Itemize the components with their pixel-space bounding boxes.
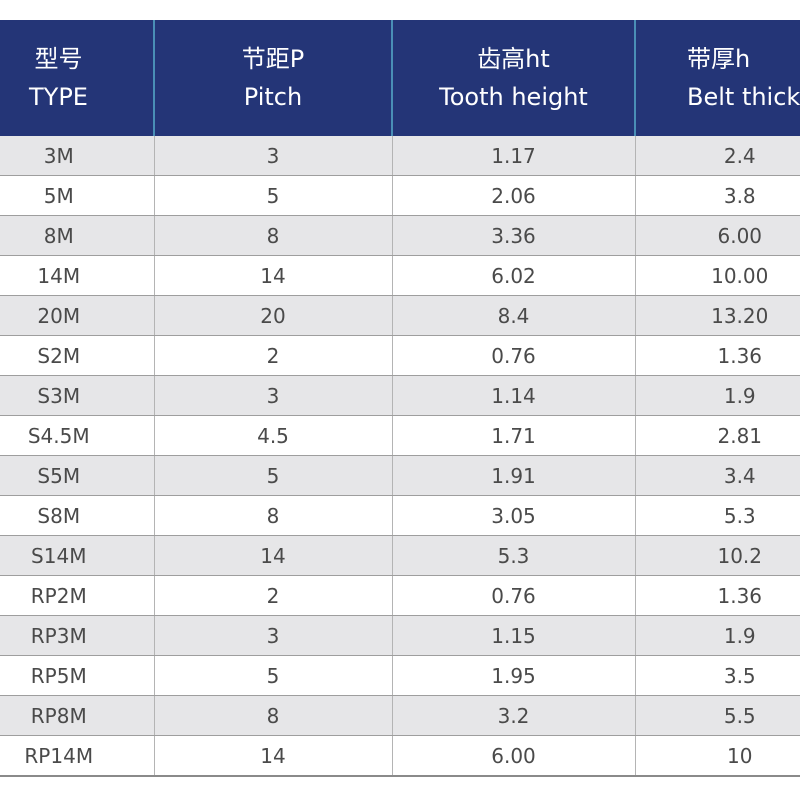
- cell-pitch: 8: [154, 695, 393, 736]
- cell-pitch: 14: [154, 255, 393, 296]
- header-belt-thickness: 带厚h Belt thick: [635, 20, 800, 136]
- cell-pitch: 5: [154, 175, 393, 216]
- cell-pitch: 5: [154, 455, 393, 496]
- cell-pitch: 14: [154, 735, 393, 777]
- table-row: 3M 3 1.17 2.4: [0, 136, 800, 176]
- cell-belt-thickness: 3.8: [635, 175, 800, 216]
- cell-tooth-height: 1.14: [392, 375, 636, 416]
- cell-pitch: 20: [154, 295, 393, 336]
- table-row: 20M 20 8.4 13.20: [0, 295, 800, 336]
- cell-belt-thickness: 10: [635, 735, 800, 777]
- cell-tooth-height: 5.3: [392, 535, 636, 576]
- cell-belt-thickness: 1.9: [635, 375, 800, 416]
- cell-type: 3M: [0, 136, 155, 176]
- table-row: 8M 8 3.36 6.00: [0, 215, 800, 256]
- cell-belt-thickness: 2.81: [635, 415, 800, 456]
- cell-belt-thickness: 13.20: [635, 295, 800, 336]
- header-pitch-zh: 节距P: [241, 45, 305, 73]
- table-row: RP3M 3 1.15 1.9: [0, 615, 800, 656]
- cell-type: S4.5M: [0, 415, 155, 456]
- cell-type: S14M: [0, 535, 155, 576]
- cell-tooth-height: 3.05: [392, 495, 636, 536]
- header-type-zh: 型号: [34, 45, 83, 73]
- header-type-en: TYPE: [29, 83, 88, 111]
- cell-type: RP8M: [0, 695, 155, 736]
- cell-belt-thickness: 10.2: [635, 535, 800, 576]
- cell-tooth-height: 1.95: [392, 655, 636, 696]
- header-type: 型号 TYPE: [0, 20, 155, 136]
- cell-belt-thickness: 2.4: [635, 136, 800, 176]
- cell-tooth-height: 3.2: [392, 695, 636, 736]
- table-row: S2M 2 0.76 1.36: [0, 335, 800, 376]
- header-pitch: 节距P Pitch: [154, 20, 393, 136]
- header-row: 型号 TYPE 节距P Pitch 齿高ht Tooth height: [0, 20, 800, 136]
- table-row: S4.5M 4.5 1.71 2.81: [0, 415, 800, 456]
- cell-tooth-height: 1.91: [392, 455, 636, 496]
- cell-pitch: 14: [154, 535, 393, 576]
- cell-pitch: 3: [154, 375, 393, 416]
- cell-belt-thickness: 6.00: [635, 215, 800, 256]
- cell-type: 8M: [0, 215, 155, 256]
- cell-pitch: 2: [154, 335, 393, 376]
- cell-belt-thickness: 3.5: [635, 655, 800, 696]
- cell-tooth-height: 0.76: [392, 575, 636, 616]
- table-header: 型号 TYPE 节距P Pitch 齿高ht Tooth height: [0, 20, 800, 136]
- cell-type: S5M: [0, 455, 155, 496]
- cell-type: RP3M: [0, 615, 155, 656]
- cell-pitch: 4.5: [154, 415, 393, 456]
- table-row: 14M 14 6.02 10.00: [0, 255, 800, 296]
- table-row: RP5M 5 1.95 3.5: [0, 655, 800, 696]
- table-row: RP14M 14 6.00 10: [0, 735, 800, 777]
- table-row: RP8M 8 3.2 5.5: [0, 695, 800, 736]
- header-tooth-height-en: Tooth height: [439, 83, 588, 111]
- cell-pitch: 3: [154, 615, 393, 656]
- cell-pitch: 5: [154, 655, 393, 696]
- cell-type: S2M: [0, 335, 155, 376]
- cell-type: S3M: [0, 375, 155, 416]
- cell-tooth-height: 8.4: [392, 295, 636, 336]
- cell-belt-thickness: 5.3: [635, 495, 800, 536]
- cell-type: 20M: [0, 295, 155, 336]
- cell-tooth-height: 1.17: [392, 136, 636, 176]
- table-row: 5M 5 2.06 3.8: [0, 175, 800, 216]
- cell-belt-thickness: 3.4: [635, 455, 800, 496]
- header-belt-thickness-en: Belt thick: [687, 83, 800, 111]
- timing-belt-spec-table: 型号 TYPE 节距P Pitch 齿高ht Tooth height: [0, 20, 800, 777]
- cell-belt-thickness: 10.00: [635, 255, 800, 296]
- cell-pitch: 3: [154, 136, 393, 176]
- cell-belt-thickness: 1.36: [635, 575, 800, 616]
- cell-belt-thickness: 1.36: [635, 335, 800, 376]
- header-pitch-en: Pitch: [243, 83, 303, 111]
- cell-pitch: 8: [154, 215, 393, 256]
- table-row: S3M 3 1.14 1.9: [0, 375, 800, 416]
- table-row: S8M 8 3.05 5.3: [0, 495, 800, 536]
- cell-tooth-height: 3.36: [392, 215, 636, 256]
- header-belt-thickness-zh: 带厚h: [687, 45, 751, 73]
- cell-tooth-height: 2.06: [392, 175, 636, 216]
- cell-belt-thickness: 5.5: [635, 695, 800, 736]
- cell-tooth-height: 0.76: [392, 335, 636, 376]
- cell-type: 14M: [0, 255, 155, 296]
- table-body: 3M 3 1.17 2.4 5M 5 2.06 3.8 8M 8 3.36 6.00 14M 14 6.02…: [0, 136, 800, 777]
- cell-tooth-height: 6.00: [392, 735, 636, 777]
- header-tooth-height: 齿高ht Tooth height: [392, 20, 636, 136]
- cell-pitch: 2: [154, 575, 393, 616]
- cell-type: RP5M: [0, 655, 155, 696]
- cell-type: 5M: [0, 175, 155, 216]
- table-row: S5M 5 1.91 3.4: [0, 455, 800, 496]
- table-row: S14M 14 5.3 10.2: [0, 535, 800, 576]
- cell-type: RP14M: [0, 735, 155, 777]
- cell-type: S8M: [0, 495, 155, 536]
- cell-tooth-height: 1.71: [392, 415, 636, 456]
- cell-pitch: 8: [154, 495, 393, 536]
- cell-type: RP2M: [0, 575, 155, 616]
- cell-tooth-height: 1.15: [392, 615, 636, 656]
- table-row: RP2M 2 0.76 1.36: [0, 575, 800, 616]
- header-tooth-height-zh: 齿高ht: [477, 45, 550, 73]
- cell-tooth-height: 6.02: [392, 255, 636, 296]
- cell-belt-thickness: 1.9: [635, 615, 800, 656]
